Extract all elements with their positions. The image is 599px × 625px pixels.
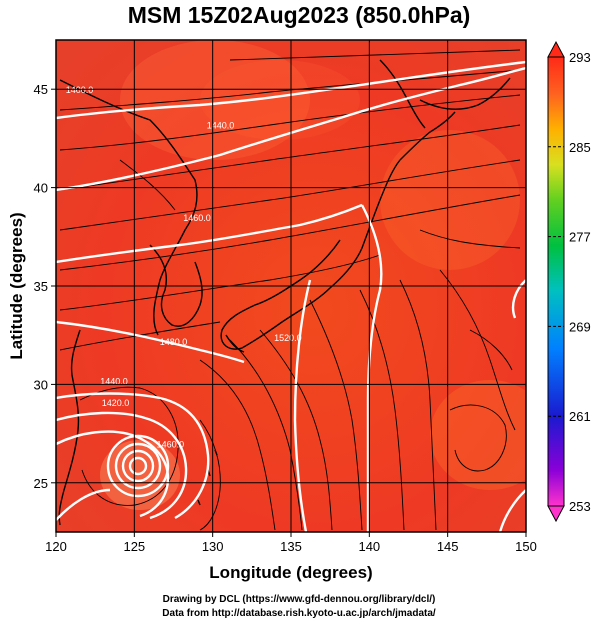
colorbar-tick-label: 285 [569,140,591,155]
field-patch [430,380,526,490]
x-tick-label: 145 [437,539,459,554]
contour-label: 1420.0 [102,398,130,408]
x-tick-label: 140 [358,539,380,554]
contour-label: 1440.0 [100,376,128,386]
y-tick-label: 25 [34,476,48,491]
chart-title: MSM 15Z02Aug2023 (850.0hPa) [128,2,471,28]
contour-label: 1440.0 [207,121,235,131]
x-tick-label: 135 [280,539,302,554]
colorbar-tick-label: 293 [569,50,591,65]
y-tick-label: 35 [34,279,48,294]
colorbar-tick-label: 261 [569,409,591,424]
wind-streamlines [59,49,521,531]
field-patch [120,40,310,160]
field-patch [380,130,520,270]
x-tick-label: 150 [515,539,537,554]
colorbar-min-arrow [547,505,565,523]
contour-label: 1460.0 [183,213,211,223]
contour-label: 1520.0 [274,333,302,343]
y-axis-ticks: 25 30 35 40 45 [34,82,56,491]
footer-credit-data: Data from http://database.rish.kyoto-u.a… [162,608,436,619]
contour-label: 1460.0 [157,439,185,449]
colorbar-tick-label: 277 [569,230,591,245]
x-axis-ticks: 120 125 130 135 140 145 150 [45,532,537,554]
contour-label: 1400.0 [66,85,94,95]
y-tick-label: 30 [34,377,48,392]
colorbar-tick-label: 253 [569,499,591,514]
plot-area: 1400.0 1440.0 1460.0 1480.0 1520.0 1440.0 1420… [56,40,526,532]
x-tick-label: 125 [123,539,145,554]
footer-credit-drawing: Drawing by DCL (https://www.gfd-dennou.o… [163,594,436,605]
colorbar-scale [547,56,565,507]
x-tick-label: 120 [45,539,67,554]
y-axis-label: Latitude (degrees) [7,212,26,359]
colorbar-tick-label: 269 [569,319,591,334]
field-patch [200,60,360,140]
colorbar-max-arrow [547,40,565,58]
y-tick-label: 40 [34,181,48,196]
y-tick-label: 45 [34,82,48,97]
contour-label: 1480.0 [160,337,188,347]
x-tick-label: 130 [202,539,224,554]
colorbar: 293 285 277 269 261 253 [547,40,591,523]
height-contours [56,60,526,532]
x-axis-label: Longitude (degrees) [209,563,372,582]
grid-lines [56,40,526,532]
